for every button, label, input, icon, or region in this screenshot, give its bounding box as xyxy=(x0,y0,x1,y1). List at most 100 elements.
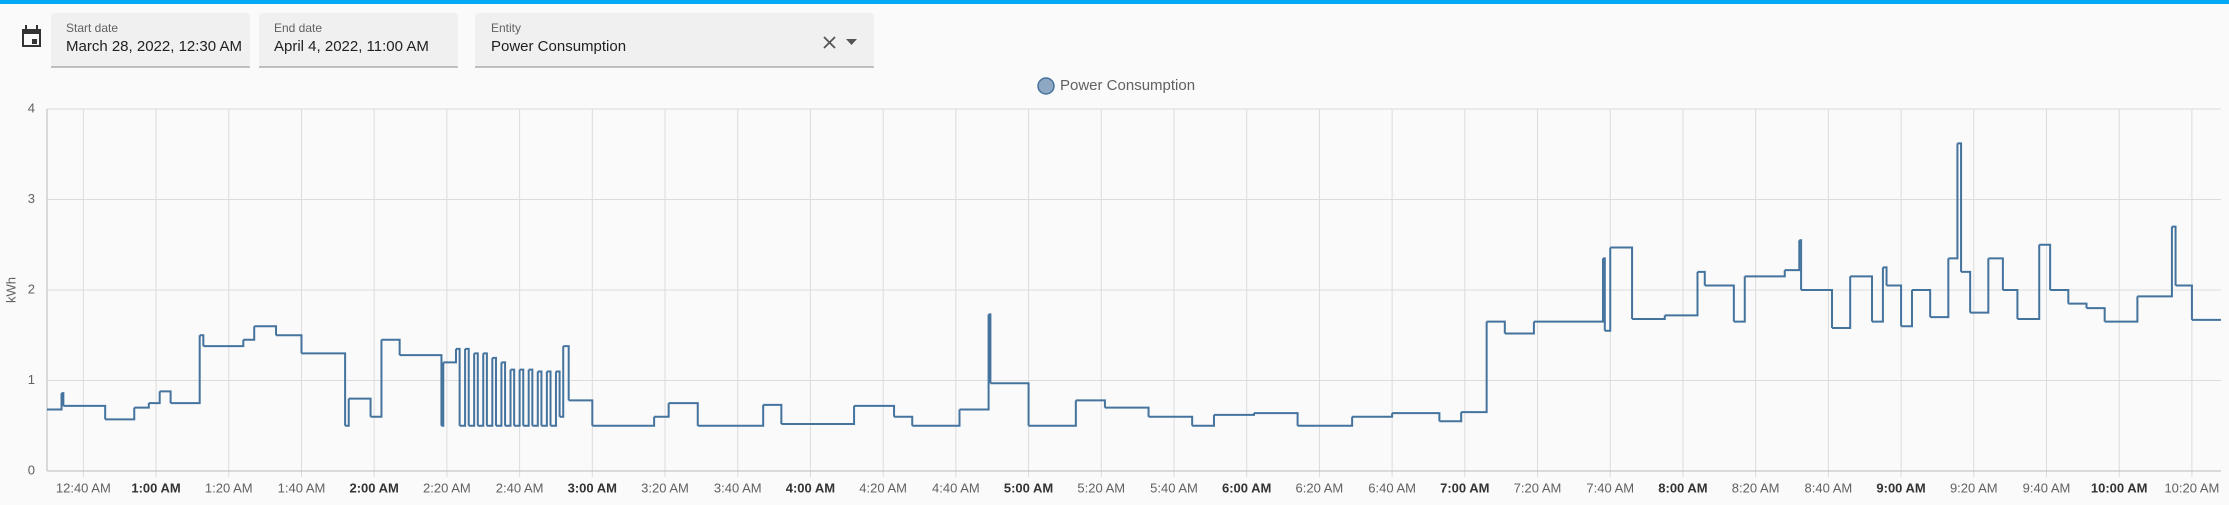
y-tick-label: 1 xyxy=(28,372,35,387)
x-tick-label: 1:00 AM xyxy=(131,480,180,495)
x-tick-label: 4:20 AM xyxy=(859,480,907,495)
y-axis-label: kWh xyxy=(3,277,18,303)
step-segment xyxy=(1957,142,1963,272)
start-date-field[interactable]: Start date March 28, 2022, 12:30 AM xyxy=(51,13,250,68)
field-label: Start date xyxy=(66,21,118,35)
x-tick-label: 2:20 AM xyxy=(423,480,471,495)
step-segment xyxy=(2039,243,2052,290)
step-segment xyxy=(568,399,594,426)
x-tick-label: 2:40 AM xyxy=(496,480,544,495)
step-segment xyxy=(1075,399,1106,408)
step-segment xyxy=(781,405,856,425)
x-tick-label: 8:40 AM xyxy=(1805,480,1853,495)
step-segment xyxy=(1664,271,1699,317)
step-segment xyxy=(1901,290,1913,328)
x-tick-label: 4:40 AM xyxy=(932,480,980,495)
step-segment xyxy=(468,353,476,427)
calendar-icon[interactable] xyxy=(22,25,41,47)
x-tick-label: 10:20 AM xyxy=(2164,480,2219,495)
step-segment xyxy=(550,371,557,427)
x-tick-label: 6:00 AM xyxy=(1222,480,1271,495)
step-segment xyxy=(501,361,507,426)
step-segment xyxy=(1872,267,1884,323)
x-tick-label: 3:40 AM xyxy=(714,480,762,495)
step-segment xyxy=(2175,284,2193,320)
step-segment xyxy=(1801,289,1834,329)
step-segment xyxy=(148,391,161,405)
step-segment xyxy=(1744,270,1786,278)
step-segment xyxy=(1602,257,1606,331)
x-tick-label: 5:40 AM xyxy=(1150,480,1198,495)
step-segment xyxy=(1799,239,1803,290)
step-segment xyxy=(1352,413,1394,418)
step-segment xyxy=(301,352,347,426)
x-tick-label: 2:00 AM xyxy=(350,480,399,495)
step-segment xyxy=(2050,289,2070,304)
step-segment xyxy=(532,371,539,427)
step-segment xyxy=(47,393,63,411)
step-segment xyxy=(1148,415,1194,426)
x-tick-label: 12:40 AM xyxy=(56,480,111,495)
x-tick-label: 6:40 AM xyxy=(1368,480,1416,495)
step-segment xyxy=(2068,302,2088,309)
x-tick-label: 1:40 AM xyxy=(278,480,326,495)
x-tick-label: 6:20 AM xyxy=(1296,480,1344,495)
step-segment xyxy=(654,403,670,418)
step-segment xyxy=(1104,406,1150,417)
y-tick-label: 3 xyxy=(28,191,35,206)
step-segment xyxy=(61,392,65,406)
x-tick-label: 7:20 AM xyxy=(1514,480,1562,495)
dropdown-icon[interactable] xyxy=(846,39,857,45)
step-segment xyxy=(1733,276,1746,323)
x-tick-label: 8:20 AM xyxy=(1732,480,1780,495)
x-tick-label: 3:00 AM xyxy=(568,480,617,495)
step-segment xyxy=(203,339,245,348)
step-segment xyxy=(959,314,990,411)
step-segment xyxy=(1192,414,1215,427)
step-segment xyxy=(199,334,205,347)
field-value: April 4, 2022, 11:00 AM xyxy=(274,38,429,55)
step-segment xyxy=(2104,296,2139,323)
step-segment xyxy=(1948,143,1959,260)
x-tick-label: 9:20 AM xyxy=(1950,480,1998,495)
step-segment xyxy=(1486,320,1506,334)
legend-marker xyxy=(1037,77,1055,95)
step-segment xyxy=(1213,413,1255,416)
step-segment xyxy=(1697,270,1706,286)
step-segment xyxy=(399,354,443,426)
entity-field[interactable]: Entity Power Consumption xyxy=(475,13,874,68)
step-segment xyxy=(492,356,497,426)
step-segment xyxy=(345,398,350,427)
step-segment xyxy=(1850,275,1873,322)
step-segment xyxy=(514,369,521,427)
step-segment xyxy=(1533,258,1604,323)
step-segment xyxy=(1253,412,1299,426)
step-segment xyxy=(1028,400,1077,427)
step-segment xyxy=(1970,258,1990,314)
step-segment xyxy=(441,362,445,427)
step-segment xyxy=(1461,321,1488,414)
step-segment xyxy=(2171,225,2177,286)
y-tick-label: 4 xyxy=(28,100,35,115)
step-segment xyxy=(697,404,765,427)
step-segment xyxy=(134,403,150,409)
step-segment xyxy=(523,369,530,427)
step-segment xyxy=(1610,246,1634,319)
step-segment xyxy=(1911,289,1932,318)
end-date-field[interactable]: End date April 4, 2022, 11:00 AM xyxy=(259,13,458,68)
step-segment xyxy=(486,357,494,427)
x-tick-label: 9:00 AM xyxy=(1876,480,1925,495)
field-label: End date xyxy=(274,21,322,35)
step-segment xyxy=(1988,257,2004,290)
step-segment xyxy=(555,370,561,417)
field-label: Entity xyxy=(491,21,521,35)
x-tick-label: 3:20 AM xyxy=(641,480,689,495)
chart: 0 1 2 3 4 12:40 AM 1:00 AM 1:20 AM 1:40 AM 2:00 A… xyxy=(3,77,2221,495)
step-segment xyxy=(1930,258,1950,319)
step-segment xyxy=(1504,321,1535,335)
step-segment xyxy=(1632,315,1666,320)
clear-icon[interactable] xyxy=(823,36,836,49)
x-tick-label: 4:00 AM xyxy=(786,480,835,495)
